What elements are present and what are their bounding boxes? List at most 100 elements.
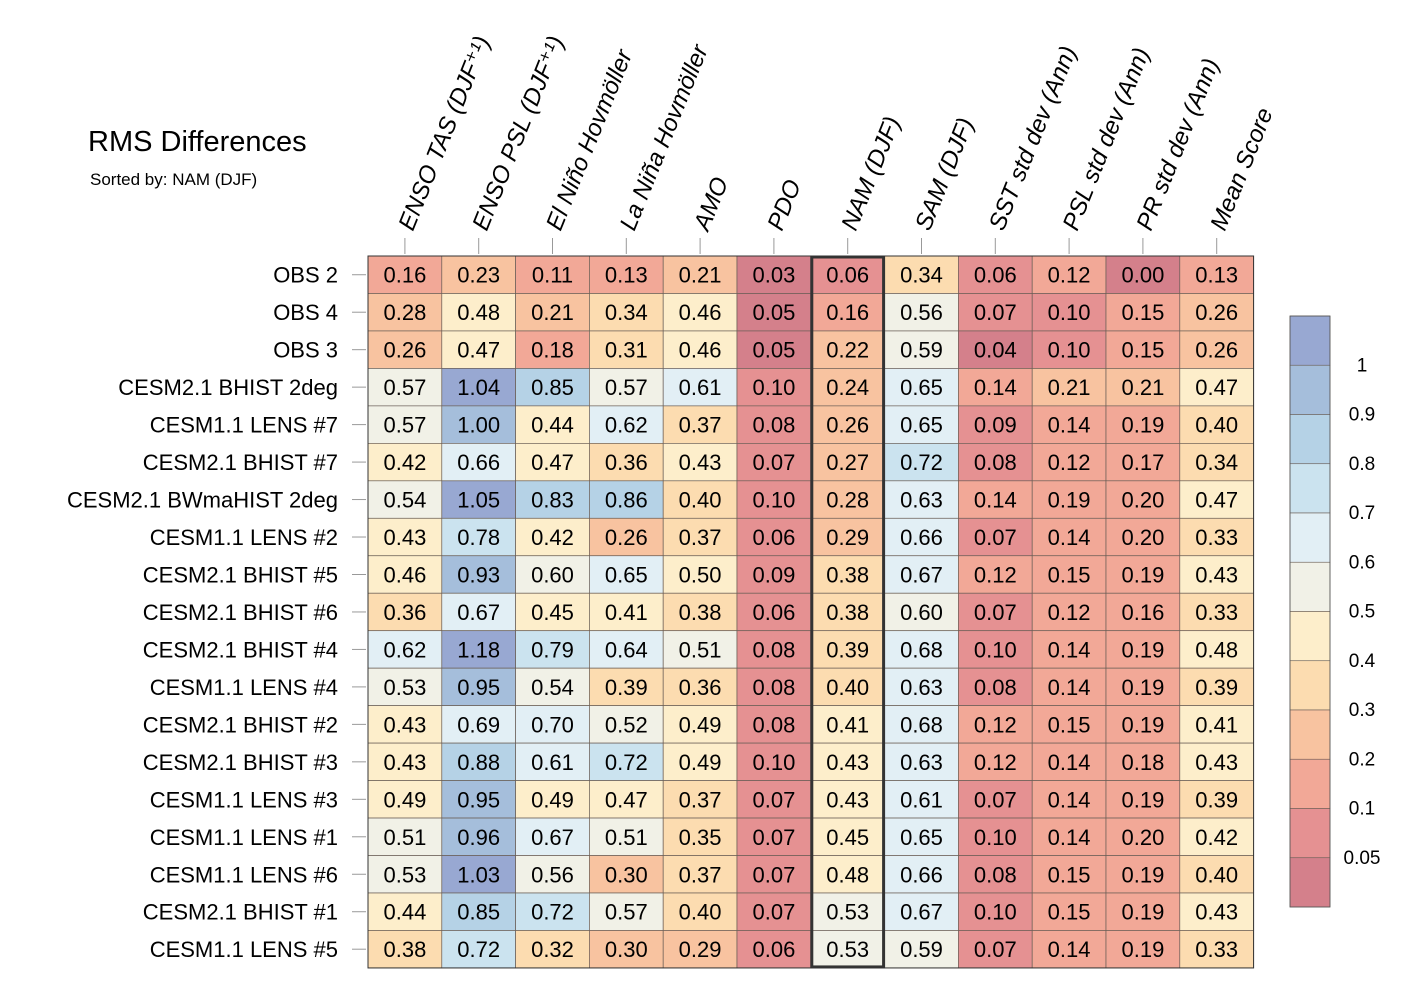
heatmap-cell — [441, 892, 516, 931]
heatmap-cell — [662, 892, 738, 931]
cell-value-label: 0.53 — [383, 675, 426, 700]
heatmap-cell — [441, 293, 516, 332]
cell-value-label: 0.42 — [531, 525, 574, 550]
cell-value-label: 0.93 — [457, 562, 500, 587]
heatmap-cell — [1105, 330, 1181, 369]
row-label: CESM2.1 BHIST #3 — [143, 750, 338, 775]
row-label: CESM1.1 LENS #2 — [150, 525, 338, 550]
heatmap-cell — [810, 592, 885, 632]
heatmap-cell — [515, 592, 590, 632]
cell-value-label: 0.45 — [826, 825, 869, 850]
cell-value-label: 0.07 — [974, 937, 1017, 962]
colorbar-segment — [1289, 660, 1331, 711]
cell-value-label: 0.08 — [752, 413, 795, 438]
cell-value-label: 0.47 — [1195, 375, 1238, 400]
cell-value-label: 0.65 — [900, 825, 943, 850]
cell-value-label: 0.47 — [605, 787, 648, 812]
heatmap-cell — [1105, 592, 1181, 632]
row-label: CESM1.1 LENS #4 — [150, 675, 338, 700]
heatmap-cell — [1031, 817, 1107, 856]
cell-value-label: 0.48 — [1195, 637, 1238, 662]
cell-value-label: 0.63 — [900, 750, 943, 775]
cell-value-label: 0.61 — [679, 375, 722, 400]
cell-value-label: 0.53 — [383, 862, 426, 887]
heatmap-cell — [589, 892, 664, 931]
heatmap-cell — [662, 405, 738, 444]
cell-value-label: 0.15 — [1048, 862, 1091, 887]
cell-value-label: 0.43 — [679, 450, 722, 475]
heatmap-cell — [958, 630, 1033, 669]
cell-value-label: 0.67 — [900, 900, 943, 925]
cell-value-label: 0.50 — [679, 562, 722, 587]
cell-value-label: 0.19 — [1121, 900, 1164, 925]
cell-value-label: 0.78 — [457, 525, 500, 550]
cell-value-label: 0.54 — [383, 488, 426, 513]
cell-value-label: 0.14 — [1048, 937, 1091, 962]
cell-value-label: 0.10 — [752, 375, 795, 400]
heatmap-cell — [662, 780, 738, 819]
colorbar-border — [1289, 315, 1331, 908]
heatmap-cell — [589, 517, 664, 557]
cell-value-label: 0.49 — [679, 712, 722, 737]
heatmap-cell — [1179, 517, 1254, 557]
cell-value-label: 0.33 — [1195, 600, 1238, 625]
heatmap-cell — [662, 930, 738, 969]
cell-value-label: 0.83 — [531, 488, 574, 513]
heatmap-cell — [1031, 330, 1107, 369]
cell-value-label: 0.10 — [752, 488, 795, 513]
row-label: CESM1.1 LENS #5 — [150, 937, 338, 962]
cell-value-label: 0.19 — [1121, 712, 1164, 737]
heatmap-cell — [736, 517, 812, 557]
heatmap-cell — [884, 330, 959, 369]
heatmap-cell — [958, 780, 1033, 819]
heatmap-cell — [1031, 443, 1107, 482]
heatmap-cell — [589, 330, 664, 369]
heatmap-cell — [1105, 855, 1181, 894]
heatmap-cell — [1105, 517, 1181, 557]
cell-value-label: 0.72 — [605, 750, 648, 775]
colorbar-segment — [1289, 611, 1331, 662]
cell-value-label: 0.10 — [974, 637, 1017, 662]
heatmap-cell — [515, 742, 590, 781]
cell-value-label: 0.49 — [383, 787, 426, 812]
colorbar-segment — [1289, 709, 1331, 760]
cell-value-label: 0.47 — [457, 338, 500, 363]
cell-value-label: 0.49 — [679, 750, 722, 775]
colorbar-segment — [1289, 463, 1331, 514]
heatmap-cell — [1031, 780, 1107, 819]
heatmap-cell — [441, 817, 516, 856]
cell-value-label: 0.63 — [900, 675, 943, 700]
cell-value-label: 0.08 — [974, 862, 1017, 887]
heatmap-cell — [1031, 630, 1107, 669]
cell-value-label: 0.39 — [826, 637, 869, 662]
colorbar-tick-label: 0.6 — [1349, 552, 1375, 573]
cell-value-label: 0.33 — [1195, 937, 1238, 962]
cell-value-label: 0.14 — [1048, 675, 1091, 700]
heatmap-cell — [367, 817, 443, 856]
colorbar-segment — [1289, 364, 1331, 415]
cell-value-label: 0.18 — [531, 338, 574, 363]
cell-value-label: 0.60 — [900, 600, 943, 625]
cell-value-label: 0.36 — [605, 450, 648, 475]
cell-value-label: 0.19 — [1121, 862, 1164, 887]
cell-value-label: 1.03 — [457, 862, 500, 887]
cell-value-label: 0.10 — [1048, 338, 1091, 363]
colorbar-tick-label: 0.4 — [1349, 651, 1376, 672]
colorbar-segment — [1289, 857, 1331, 908]
cell-value-label: 0.40 — [1195, 413, 1238, 438]
cell-value-label: 0.79 — [531, 637, 574, 662]
heatmap-cell — [515, 555, 590, 594]
cell-value-label: 0.40 — [679, 900, 722, 925]
cell-value-label: 0.67 — [531, 825, 574, 850]
cell-value-label: 0.15 — [1121, 300, 1164, 325]
cell-value-label: 0.66 — [900, 525, 943, 550]
column-label: PR std dev (Ann) — [1131, 55, 1224, 235]
cell-value-label: 0.19 — [1121, 413, 1164, 438]
cell-value-label: 0.62 — [605, 413, 648, 438]
heatmap-cell — [884, 443, 959, 482]
heatmap-cell — [367, 742, 443, 781]
colorbar-segment — [1289, 512, 1331, 563]
heatmap-cell — [515, 330, 590, 369]
cell-value-label: 0.59 — [900, 937, 943, 962]
cell-value-label: 0.23 — [457, 263, 500, 288]
